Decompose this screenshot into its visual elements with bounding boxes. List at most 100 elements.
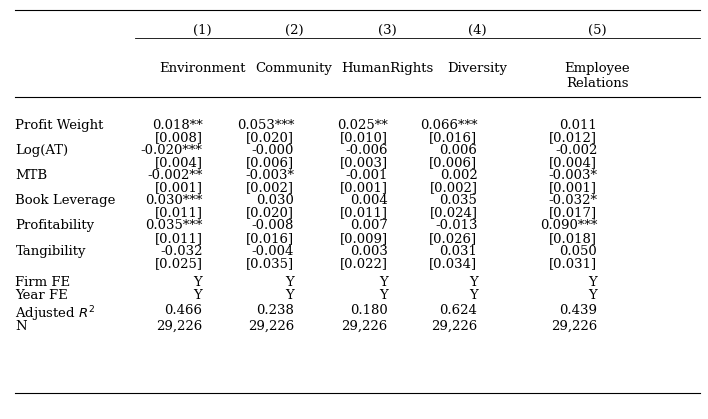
Text: Environment: Environment xyxy=(159,62,246,75)
Text: [0.011]: [0.011] xyxy=(154,232,202,245)
Text: [0.034]: [0.034] xyxy=(429,257,477,270)
Text: [0.035]: [0.035] xyxy=(246,257,294,270)
Text: Adjusted $R^2$: Adjusted $R^2$ xyxy=(16,304,96,324)
Text: -0.013: -0.013 xyxy=(435,220,477,233)
Text: [0.001]: [0.001] xyxy=(154,181,202,194)
Text: 0.030: 0.030 xyxy=(256,194,294,207)
Text: 0.466: 0.466 xyxy=(164,304,202,318)
Text: [0.017]: [0.017] xyxy=(549,207,598,220)
Text: 0.180: 0.180 xyxy=(350,304,388,318)
Text: Y: Y xyxy=(193,276,202,289)
Text: Y: Y xyxy=(193,289,202,302)
Text: -0.008: -0.008 xyxy=(251,220,294,233)
Text: Tangibility: Tangibility xyxy=(16,245,86,258)
Text: 0.004: 0.004 xyxy=(350,194,388,207)
Text: [0.020]: [0.020] xyxy=(246,207,294,220)
Text: 0.053***: 0.053*** xyxy=(236,119,294,132)
Text: (3): (3) xyxy=(379,24,397,37)
Text: -0.002: -0.002 xyxy=(555,144,598,157)
Text: HumanRights: HumanRights xyxy=(342,62,434,75)
Text: 0.025**: 0.025** xyxy=(337,119,388,132)
Text: -0.020***: -0.020*** xyxy=(140,144,202,157)
Text: 29,226: 29,226 xyxy=(248,320,294,333)
Text: [0.012]: [0.012] xyxy=(549,131,598,144)
Text: [0.010]: [0.010] xyxy=(340,131,388,144)
Text: (4): (4) xyxy=(468,24,486,37)
Text: Year FE: Year FE xyxy=(16,289,68,302)
Text: [0.004]: [0.004] xyxy=(549,156,598,169)
Text: Log(AT): Log(AT) xyxy=(16,144,69,157)
Text: [0.011]: [0.011] xyxy=(340,207,388,220)
Text: [0.003]: [0.003] xyxy=(340,156,388,169)
Text: 0.238: 0.238 xyxy=(256,304,294,318)
Text: Y: Y xyxy=(588,276,598,289)
Text: MTB: MTB xyxy=(16,169,47,182)
Text: 0.031: 0.031 xyxy=(440,245,477,258)
Text: Y: Y xyxy=(379,276,388,289)
Text: 29,226: 29,226 xyxy=(341,320,388,333)
Text: -0.004: -0.004 xyxy=(251,245,294,258)
Text: [0.016]: [0.016] xyxy=(246,232,294,245)
Text: Y: Y xyxy=(379,289,388,302)
Text: 0.002: 0.002 xyxy=(440,169,477,182)
Text: [0.001]: [0.001] xyxy=(549,181,598,194)
Text: -0.003*: -0.003* xyxy=(548,169,598,182)
Text: -0.006: -0.006 xyxy=(346,144,388,157)
Text: 0.035***: 0.035*** xyxy=(145,220,202,233)
Text: 0.003: 0.003 xyxy=(350,245,388,258)
Text: [0.024]: [0.024] xyxy=(430,207,477,220)
Text: [0.006]: [0.006] xyxy=(246,156,294,169)
Text: -0.002**: -0.002** xyxy=(147,169,202,182)
Text: [0.008]: [0.008] xyxy=(154,131,202,144)
Text: Diversity: Diversity xyxy=(447,62,508,75)
Text: 0.439: 0.439 xyxy=(559,304,598,318)
Text: -0.032: -0.032 xyxy=(160,245,202,258)
Text: [0.018]: [0.018] xyxy=(549,232,598,245)
Text: 29,226: 29,226 xyxy=(551,320,598,333)
Text: (1): (1) xyxy=(193,24,212,37)
Text: [0.011]: [0.011] xyxy=(154,207,202,220)
Text: Community: Community xyxy=(256,62,333,75)
Text: Book Leverage: Book Leverage xyxy=(16,194,116,207)
Text: 0.030***: 0.030*** xyxy=(145,194,202,207)
Text: [0.001]: [0.001] xyxy=(340,181,388,194)
Text: Y: Y xyxy=(285,289,294,302)
Text: Y: Y xyxy=(469,289,477,302)
Text: 0.007: 0.007 xyxy=(350,220,388,233)
Text: 0.011: 0.011 xyxy=(559,119,598,132)
Text: -0.000: -0.000 xyxy=(251,144,294,157)
Text: 0.624: 0.624 xyxy=(440,304,477,318)
Text: [0.020]: [0.020] xyxy=(246,131,294,144)
Text: [0.006]: [0.006] xyxy=(429,156,477,169)
Text: 0.066***: 0.066*** xyxy=(420,119,477,132)
Text: Y: Y xyxy=(469,276,477,289)
Text: 0.006: 0.006 xyxy=(440,144,477,157)
Text: [0.004]: [0.004] xyxy=(154,156,202,169)
Text: -0.032*: -0.032* xyxy=(548,194,598,207)
Text: [0.002]: [0.002] xyxy=(246,181,294,194)
Text: Employee
Relations: Employee Relations xyxy=(564,62,630,90)
Text: -0.001: -0.001 xyxy=(346,169,388,182)
Text: Firm FE: Firm FE xyxy=(16,276,71,289)
Text: 0.090***: 0.090*** xyxy=(540,220,598,233)
Text: 0.050: 0.050 xyxy=(559,245,598,258)
Text: [0.022]: [0.022] xyxy=(340,257,388,270)
Text: Y: Y xyxy=(285,276,294,289)
Text: Profitability: Profitability xyxy=(16,220,95,233)
Text: [0.009]: [0.009] xyxy=(340,232,388,245)
Text: [0.031]: [0.031] xyxy=(549,257,598,270)
Text: [0.026]: [0.026] xyxy=(429,232,477,245)
Text: -0.003*: -0.003* xyxy=(245,169,294,182)
Text: 29,226: 29,226 xyxy=(431,320,477,333)
Text: 0.018**: 0.018** xyxy=(152,119,202,132)
Text: [0.025]: [0.025] xyxy=(154,257,202,270)
Text: [0.002]: [0.002] xyxy=(430,181,477,194)
Text: N: N xyxy=(16,320,27,333)
Text: (2): (2) xyxy=(285,24,303,37)
Text: 29,226: 29,226 xyxy=(156,320,202,333)
Text: 0.035: 0.035 xyxy=(440,194,477,207)
Text: Profit Weight: Profit Weight xyxy=(16,119,104,132)
Text: (5): (5) xyxy=(588,24,607,37)
Text: [0.016]: [0.016] xyxy=(429,131,477,144)
Text: Y: Y xyxy=(588,289,598,302)
